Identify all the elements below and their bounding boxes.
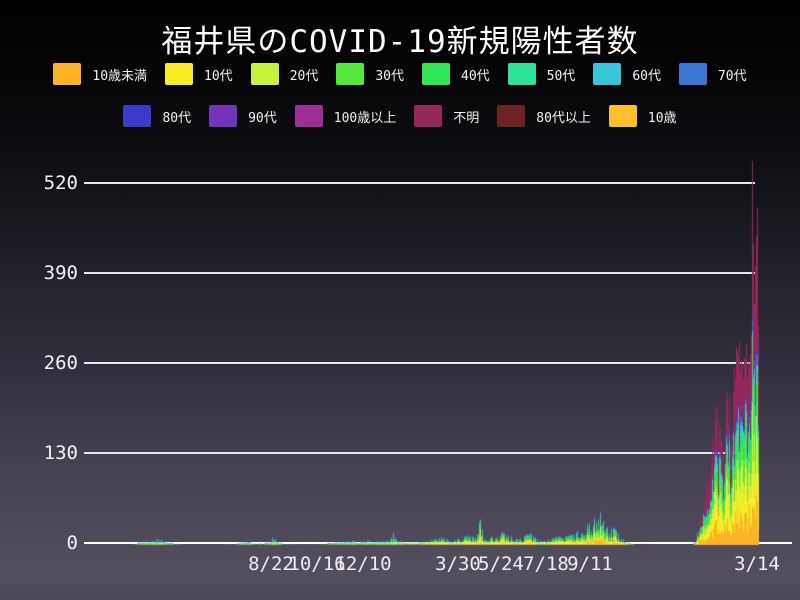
chart-root: 福井県のCOVID-19新規陽性者数 10歳未満10代20代30代40代50代6… xyxy=(0,0,800,600)
chart-bars-canvas xyxy=(0,0,800,600)
